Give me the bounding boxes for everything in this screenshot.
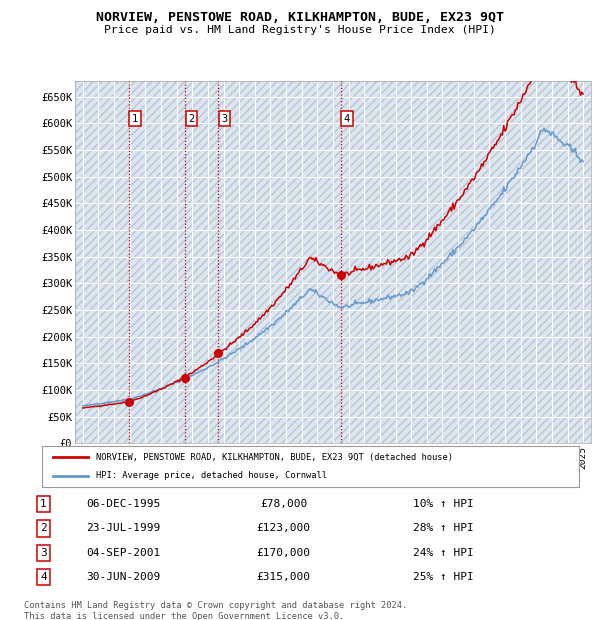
Text: This data is licensed under the Open Government Licence v3.0.: This data is licensed under the Open Gov… <box>24 612 344 620</box>
Text: NORVIEW, PENSTOWE ROAD, KILKHAMPTON, BUDE, EX23 9QT: NORVIEW, PENSTOWE ROAD, KILKHAMPTON, BUD… <box>96 11 504 24</box>
Text: 23-JUL-1999: 23-JUL-1999 <box>86 523 160 533</box>
Text: 30-JUN-2009: 30-JUN-2009 <box>86 572 160 582</box>
Text: 25% ↑ HPI: 25% ↑ HPI <box>413 572 474 582</box>
Text: 4: 4 <box>40 572 47 582</box>
Text: £315,000: £315,000 <box>256 572 310 582</box>
Text: 24% ↑ HPI: 24% ↑ HPI <box>413 547 474 557</box>
Text: 3: 3 <box>40 547 47 557</box>
Text: £123,000: £123,000 <box>256 523 310 533</box>
Text: 3: 3 <box>221 113 228 123</box>
Text: £170,000: £170,000 <box>256 547 310 557</box>
Text: 4: 4 <box>344 113 350 123</box>
Text: 06-DEC-1995: 06-DEC-1995 <box>86 499 160 509</box>
Text: 1: 1 <box>132 113 138 123</box>
Text: 10% ↑ HPI: 10% ↑ HPI <box>413 499 474 509</box>
Text: 2: 2 <box>188 113 194 123</box>
Text: £78,000: £78,000 <box>260 499 307 509</box>
Text: 2: 2 <box>40 523 47 533</box>
Text: Contains HM Land Registry data © Crown copyright and database right 2024.: Contains HM Land Registry data © Crown c… <box>24 601 407 611</box>
Text: NORVIEW, PENSTOWE ROAD, KILKHAMPTON, BUDE, EX23 9QT (detached house): NORVIEW, PENSTOWE ROAD, KILKHAMPTON, BUD… <box>96 453 453 462</box>
Text: HPI: Average price, detached house, Cornwall: HPI: Average price, detached house, Corn… <box>96 471 327 480</box>
Text: 28% ↑ HPI: 28% ↑ HPI <box>413 523 474 533</box>
Text: 04-SEP-2001: 04-SEP-2001 <box>86 547 160 557</box>
Text: 1: 1 <box>40 499 47 509</box>
Text: Price paid vs. HM Land Registry's House Price Index (HPI): Price paid vs. HM Land Registry's House … <box>104 25 496 35</box>
